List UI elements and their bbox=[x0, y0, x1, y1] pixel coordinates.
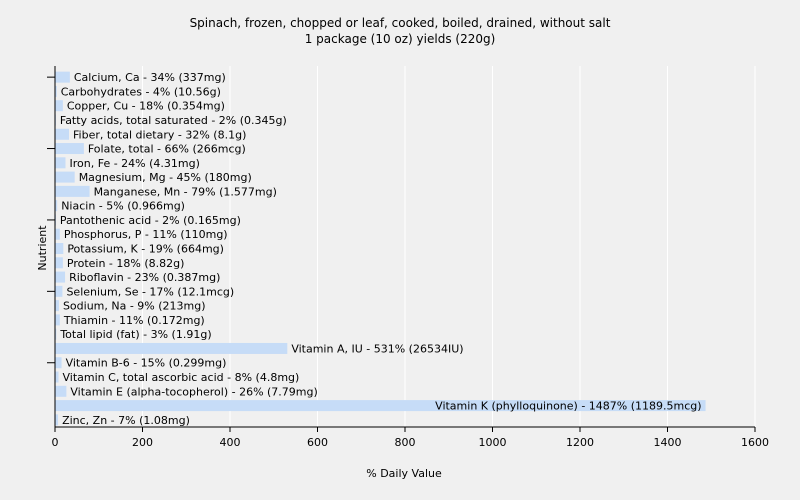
bar bbox=[55, 285, 63, 297]
bar-label: Fatty acids, total saturated - 2% (0.345… bbox=[60, 114, 287, 127]
bar-label: Vitamin B-6 - 15% (0.299mg) bbox=[66, 357, 227, 370]
bar-label: Phosphorus, P - 11% (110mg) bbox=[64, 228, 228, 241]
chart-title: Spinach, frozen, chopped or leaf, cooked… bbox=[189, 16, 611, 30]
bar-label: Copper, Cu - 18% (0.354mg) bbox=[67, 100, 225, 113]
bar bbox=[55, 342, 288, 354]
y-axis-label: Nutrient bbox=[36, 225, 49, 271]
bar bbox=[55, 85, 57, 97]
bar bbox=[55, 300, 59, 312]
bar-label: Manganese, Mn - 79% (1.577mg) bbox=[94, 185, 277, 198]
bar bbox=[55, 385, 67, 397]
bar-label: Selenium, Se - 17% (12.1mcg) bbox=[66, 285, 234, 298]
bar-label: Protein - 18% (8.82g) bbox=[67, 257, 185, 270]
bar-label: Fiber, total dietary - 32% (8.1g) bbox=[73, 128, 246, 141]
bar bbox=[55, 357, 62, 369]
bar bbox=[55, 157, 66, 169]
x-axis-label: % Daily Value bbox=[366, 467, 442, 480]
chart-subtitle: 1 package (10 oz) yields (220g) bbox=[304, 32, 496, 46]
bar bbox=[55, 100, 63, 112]
bar-label: Vitamin C, total ascorbic acid - 8% (4.8… bbox=[63, 371, 300, 384]
bar-label: Pantothenic acid - 2% (0.165mg) bbox=[60, 214, 241, 227]
bar bbox=[55, 328, 57, 340]
gridlines bbox=[142, 66, 756, 427]
bar-labels: Calcium, Ca - 34% (337mg)Carbohydrates -… bbox=[59, 71, 701, 427]
x-tick-label: 1200 bbox=[566, 436, 594, 449]
x-tick-label: 800 bbox=[395, 436, 416, 449]
bar-label: Thiamin - 11% (0.172mg) bbox=[63, 314, 205, 327]
bar bbox=[55, 143, 84, 155]
bar bbox=[55, 185, 90, 197]
bar bbox=[55, 128, 69, 140]
axes: 0 200 400 600 800 1000 1200 1400 1600 bbox=[47, 66, 769, 449]
bar-label: Total lipid (fat) - 3% (1.91g) bbox=[59, 328, 211, 341]
bar-label: Niacin - 5% (0.966mg) bbox=[61, 200, 185, 213]
bar bbox=[55, 243, 64, 254]
bar bbox=[55, 228, 60, 240]
bar-label: Vitamin E (alpha-tocopherol) - 26% (7.79… bbox=[70, 385, 317, 398]
x-tick-label: 600 bbox=[307, 436, 328, 449]
bar bbox=[55, 314, 60, 326]
bar-label: Calcium, Ca - 34% (337mg) bbox=[74, 71, 226, 84]
bar-label: Riboflavin - 23% (0.387mg) bbox=[69, 271, 220, 284]
x-tick-label: 0 bbox=[52, 436, 59, 449]
bar-label: Vitamin A, IU - 531% (26534IU) bbox=[291, 342, 463, 355]
x-tick-label: 1000 bbox=[479, 436, 507, 449]
bar-label: Folate, total - 66% (266mcg) bbox=[88, 143, 246, 156]
bar bbox=[55, 371, 59, 383]
bar bbox=[55, 257, 63, 269]
x-tick-label: 1600 bbox=[741, 436, 769, 449]
bar-label: Magnesium, Mg - 45% (180mg) bbox=[79, 171, 252, 184]
bar-label: Carbohydrates - 4% (10.56g) bbox=[61, 85, 221, 98]
bar-label: Potassium, K - 19% (664mg) bbox=[67, 243, 224, 256]
bar bbox=[55, 71, 70, 83]
x-tick-label: 400 bbox=[220, 436, 241, 449]
bar-label: Vitamin K (phylloquinone) - 1487% (1189.… bbox=[435, 400, 701, 413]
x-tick-label: 200 bbox=[132, 436, 153, 449]
bar bbox=[55, 200, 58, 212]
bar-label: Zinc, Zn - 7% (1.08mg) bbox=[62, 414, 190, 427]
bar-label: Sodium, Na - 9% (213mg) bbox=[63, 300, 206, 313]
bar bbox=[55, 400, 706, 412]
bar-label: Iron, Fe - 24% (4.31mg) bbox=[70, 157, 200, 170]
x-tick-label: 1400 bbox=[654, 436, 682, 449]
bar bbox=[55, 271, 66, 283]
bar bbox=[55, 414, 59, 426]
bar bbox=[55, 171, 75, 183]
